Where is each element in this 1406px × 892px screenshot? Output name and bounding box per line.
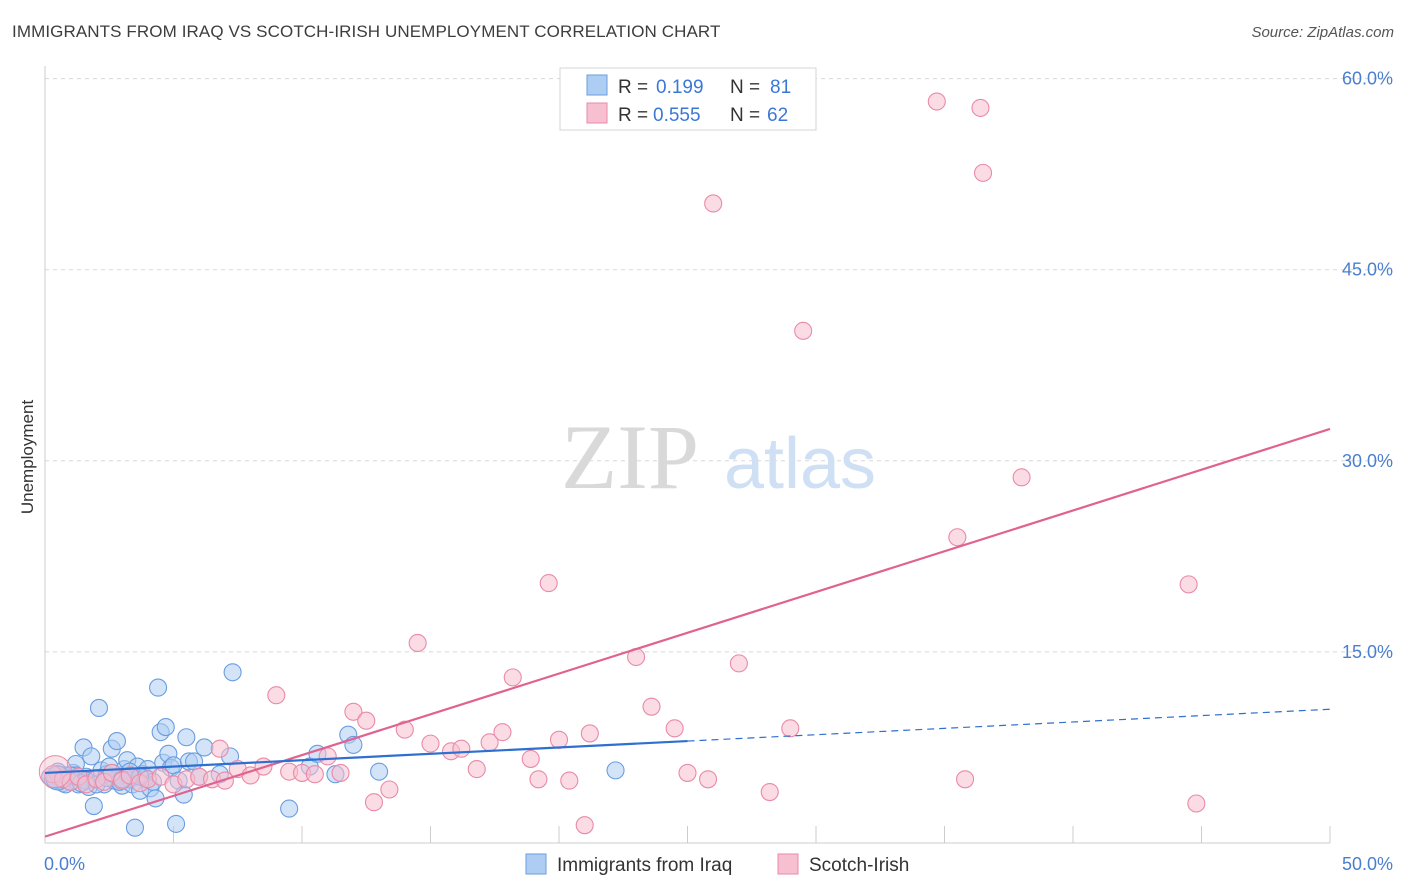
y-tick-label-0: 15.0%: [1342, 642, 1393, 662]
legend-label-scotch-irish: Scotch-Irish: [809, 855, 909, 876]
y-tick-label-3: 60.0%: [1342, 69, 1393, 89]
scotch-irish-point-17: [210, 739, 229, 758]
scotch-irish-point-50: [665, 719, 684, 738]
stats-r-value-blue: 0.199: [656, 77, 704, 98]
scotch-irish-point-61: [971, 98, 990, 117]
scotch-irish-point-63: [1012, 468, 1031, 487]
watermark: ZIP atlas: [561, 406, 876, 508]
iraq-point-44: [156, 718, 175, 737]
scotch-irish-point-36: [452, 739, 471, 758]
legend-label-iraq: Immigrants from Iraq: [557, 855, 732, 876]
scotch-irish-point-29: [357, 711, 376, 730]
scotch-irish-point-26: [318, 747, 337, 766]
stats-r-value-pink: 0.555: [653, 105, 701, 126]
scotch-irish-point-52: [699, 770, 718, 789]
watermark-zip: ZIP: [561, 406, 699, 508]
stats-swatch-blue: [586, 74, 608, 96]
scotch-irish-point-59: [948, 528, 967, 547]
iraq-point-18: [89, 698, 109, 718]
iraq-point-65: [370, 762, 389, 781]
scotch-irish-point-33: [408, 633, 427, 653]
tick-labels: 15.0% 30.0% 45.0% 60.0% 0.0% 50.0%: [44, 69, 1393, 874]
bottom-legend: Immigrants from Iraq Scotch-Irish: [525, 853, 909, 876]
scotch-irish-point-46: [575, 816, 594, 835]
scotch-irish-point-51: [678, 763, 697, 782]
chart-source: Source: ZipAtlas.com: [1251, 24, 1394, 41]
trend-lines: [44, 427, 1331, 838]
scotch-irish-point-20: [241, 766, 260, 785]
scotch-irish-point-54: [729, 654, 748, 673]
iraq-trend-line: [44, 739, 688, 775]
iraq-point-15: [82, 747, 101, 766]
iraq-point-66: [606, 761, 625, 780]
scotch-irish-point-55: [760, 782, 779, 802]
scotch-irish-point-27: [331, 763, 350, 782]
chart-title: IMMIGRANTS FROM IRAQ VS SCOTCH-IRISH UNE…: [12, 22, 721, 41]
y-tick-label-1: 30.0%: [1342, 451, 1393, 471]
stats-n-label-blue: N =: [730, 77, 760, 98]
scotch-irish-point-64: [1179, 575, 1198, 594]
iraq-point-55: [195, 738, 214, 757]
scotch-irish-point-49: [642, 697, 661, 716]
scotch-irish-point-22: [267, 686, 286, 705]
scotch-irish-point-44: [549, 730, 569, 749]
stats-n-label-pink: N =: [730, 105, 760, 126]
iraq-point-51: [177, 728, 196, 747]
scotch-irish-point-53: [704, 194, 723, 213]
scotch-irish-point-37: [467, 760, 486, 779]
scotch-irish-point-47: [580, 724, 599, 743]
scotch-irish-point-60: [956, 770, 975, 789]
iraq-point-48: [167, 814, 186, 833]
stats-legend: R = 0.199 N = 81 R = 0.555 N = 62: [559, 67, 817, 131]
watermark-atlas: atlas: [724, 424, 876, 504]
scotch-irish-point-42: [529, 770, 548, 789]
scotch-irish-point-41: [521, 749, 540, 768]
stats-n-value-pink: 62: [767, 105, 788, 126]
iraq-point-53: [185, 752, 204, 771]
scotch-irish-point-65: [1187, 794, 1206, 813]
iraq-point-58: [223, 663, 242, 682]
scotch-irish-point-39: [493, 723, 512, 742]
iraq-point-25: [107, 732, 127, 751]
x-tick-label-0: 0.0%: [44, 854, 85, 874]
stats-r-label-pink: R =: [618, 105, 648, 126]
series-scotch-irish-points: [38, 92, 1206, 835]
iraq-point-59: [280, 799, 299, 818]
scotch-irish-trend-line: [44, 427, 1331, 838]
scotch-irish-point-34: [421, 734, 440, 753]
legend-swatch-scotch-irish: [777, 853, 799, 875]
stats-r-label-blue: R =: [618, 77, 648, 98]
scotch-irish-point-31: [380, 780, 399, 799]
axes: [44, 66, 1331, 844]
scotch-irish-point-56: [781, 719, 800, 738]
scotch-irish-point-32: [395, 720, 414, 739]
iraq-point-16: [84, 797, 103, 816]
y-axis-label: Unemployment: [18, 400, 37, 515]
scotch-irish-point-40: [503, 668, 522, 687]
y-tick-label-2: 45.0%: [1342, 260, 1393, 280]
scotch-irish-point-58: [927, 92, 946, 111]
scotch-irish-point-43: [539, 574, 558, 593]
scotch-irish-point-30: [364, 793, 384, 812]
scotch-irish-point-28: [344, 702, 363, 721]
iraq-point-32: [125, 818, 144, 837]
stats-swatch-pink: [586, 102, 608, 124]
x-tick-label-1: 50.0%: [1342, 854, 1393, 874]
iraq-point-41: [149, 678, 168, 697]
scotch-irish-point-45: [560, 771, 579, 790]
grid-lines: [45, 78, 1390, 653]
stats-n-value-blue: 81: [770, 77, 791, 98]
legend-swatch-iraq: [525, 853, 547, 875]
scotch-irish-point-62: [973, 163, 993, 182]
scotch-irish-point-25: [305, 765, 324, 784]
scotch-irish-point-57: [794, 321, 813, 340]
